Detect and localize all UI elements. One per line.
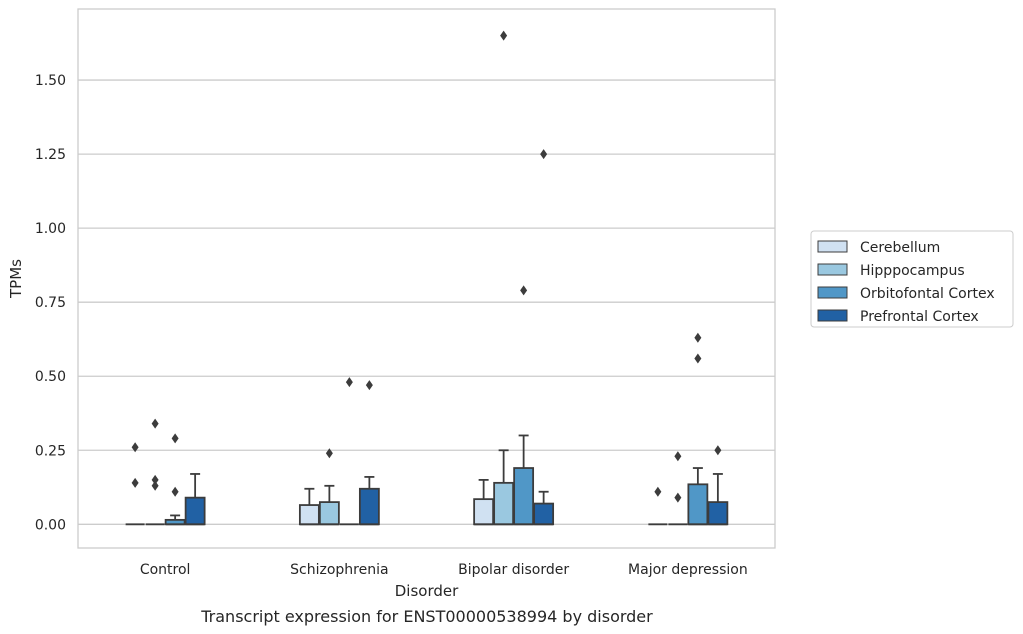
box-1-3 [358,380,380,526]
gridlines [78,79,775,525]
box-2-0 [473,478,495,526]
outlier-point [365,380,373,391]
y-tick-labels: 0.00 0.25 0.50 0.75 1.00 1.25 1.50 [35,73,66,533]
box-body [318,501,340,526]
box-0-0 [125,442,145,526]
chart-caption: Transcript expression for ENST0000053899… [200,607,653,626]
outlier-point [325,448,333,459]
y-tick-label: 0.75 [35,295,66,311]
outlier-point [714,445,722,456]
box-0-3 [184,473,206,526]
box-1-0 [298,487,320,526]
y-tick-label: 1.00 [35,221,66,237]
outlier-point [694,353,702,364]
outlier-point [151,474,159,485]
box-body [533,502,555,526]
box-0-2 [164,433,186,526]
box-3-0 [648,486,668,526]
legend: Cerebellum Hipppocampus Orbitofontal Corte… [810,230,1014,328]
box-3-3 [707,445,729,526]
outlier-point [654,486,662,497]
x-axis-label: Disorder [395,582,459,600]
legend-items: Cerebellum Hipppocampus Orbitofontal Corte… [817,240,995,325]
x-tick-labels: Control Schizophrenia Bipolar disorder Majo… [140,562,748,578]
box-0-1 [145,418,165,526]
outlier-point [151,480,159,491]
outlier-point [345,377,353,388]
legend-swatch [817,286,848,299]
y-tick-label: 0.25 [35,443,66,459]
box-body [473,498,495,526]
legend-swatch [817,263,848,276]
x-tick-label: Schizophrenia [290,562,388,578]
outlier-point [500,30,508,41]
legend-label: Prefrontal Cortex [860,309,979,325]
box-2-1 [493,30,515,526]
y-tick-label: 0.50 [35,369,66,385]
outlier-point [171,433,179,444]
box-1-2 [339,377,359,526]
box-3-1 [668,451,688,526]
legend-frame [810,230,1014,328]
box-body [513,467,535,526]
outlier-point [694,332,702,343]
box-body [358,487,380,526]
box-2-2 [513,285,535,526]
y-tick-label: 0.00 [35,517,66,533]
legend-label: Hipppocampus [860,263,965,279]
box-layer [125,30,729,526]
outlier-point [674,492,682,503]
box-body [687,483,709,526]
box-body [184,496,206,526]
legend-label: Cerebellum [860,240,940,256]
box-body [707,501,729,526]
y-tick-label: 1.25 [35,147,66,163]
y-tick-label: 1.50 [35,73,66,89]
x-tick-label: Bipolar disorder [458,562,569,578]
box-body [493,481,515,526]
box-body [298,504,320,526]
outlier-point [674,451,682,462]
y-axis-label: TPMs [7,259,25,299]
box-2-3 [533,149,555,526]
x-tick-label: Major depression [628,562,748,578]
plot-frame [77,8,776,549]
outlier-point [520,285,528,296]
outlier-point [131,442,139,453]
outlier-point [131,477,139,488]
box-1-1 [318,448,340,526]
outlier-point [151,418,159,429]
outlier-point [171,486,179,497]
legend-swatch [817,240,848,253]
box-3-2 [687,332,709,526]
x-tick-label: Control [140,562,191,578]
legend-label: Orbitofontal Cortex [860,286,995,302]
legend-swatch [817,309,848,322]
outlier-point [540,149,548,160]
